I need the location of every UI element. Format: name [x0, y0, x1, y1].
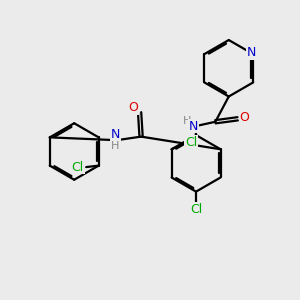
Text: N: N	[189, 120, 198, 133]
Text: H: H	[183, 116, 191, 126]
Text: Cl: Cl	[72, 160, 84, 174]
Text: O: O	[128, 101, 138, 114]
Text: Cl: Cl	[185, 136, 197, 149]
Text: H: H	[111, 141, 119, 151]
Text: Cl: Cl	[190, 203, 202, 216]
Text: N: N	[247, 46, 256, 59]
Text: O: O	[239, 111, 249, 124]
Text: N: N	[110, 128, 120, 141]
